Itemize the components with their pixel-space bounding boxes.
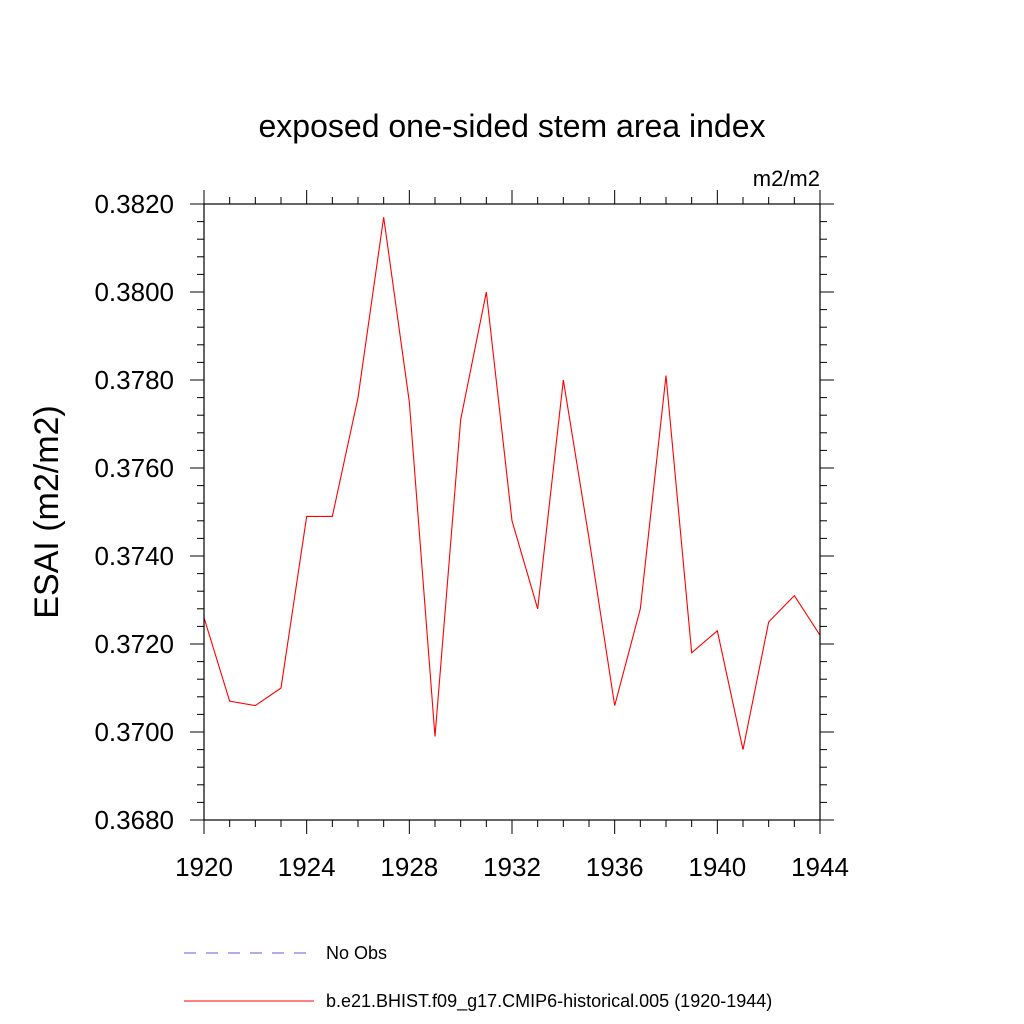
x-tick-labels: 1920 1924 1928 1932 1936 1940 1944 (175, 852, 849, 882)
x-tick-label: 1936 (586, 852, 644, 882)
x-tick-label: 1928 (380, 852, 438, 882)
legend-label-no-obs: No Obs (326, 943, 387, 963)
y-tick-label: 0.3800 (94, 277, 174, 307)
y-tick-label: 0.3680 (94, 805, 174, 835)
y-tick-label: 0.3780 (94, 365, 174, 395)
legend-label-model: b.e21.BHIST.f09_g17.CMIP6-historical.005… (326, 991, 772, 1012)
y-tick-label: 0.3740 (94, 541, 174, 571)
axis-ticks (190, 190, 834, 834)
y-tick-label: 0.3700 (94, 717, 174, 747)
legend: No Obs b.e21.BHIST.f09_g17.CMIP6-histori… (184, 943, 772, 1012)
y-tick-labels: 0.3680 0.3700 0.3720 0.3740 0.3760 0.3780 0.38… (94, 189, 174, 835)
x-tick-label: 1944 (791, 852, 849, 882)
chart-title: exposed one-sided stem area index (259, 108, 766, 144)
y-axis-label: ESAI (m2/m2) (28, 405, 66, 618)
x-tick-label: 1924 (278, 852, 336, 882)
y-tick-label: 0.3720 (94, 629, 174, 659)
units-label: m2/m2 (753, 166, 820, 191)
x-tick-label: 1920 (175, 852, 233, 882)
x-tick-label: 1932 (483, 852, 541, 882)
x-tick-label: 1940 (688, 852, 746, 882)
plot-frame (203, 203, 821, 821)
y-tick-label: 0.3760 (94, 453, 174, 483)
series-layer (203, 217, 821, 750)
y-tick-label: 0.3820 (94, 189, 174, 219)
series-line-0 (203, 217, 821, 750)
